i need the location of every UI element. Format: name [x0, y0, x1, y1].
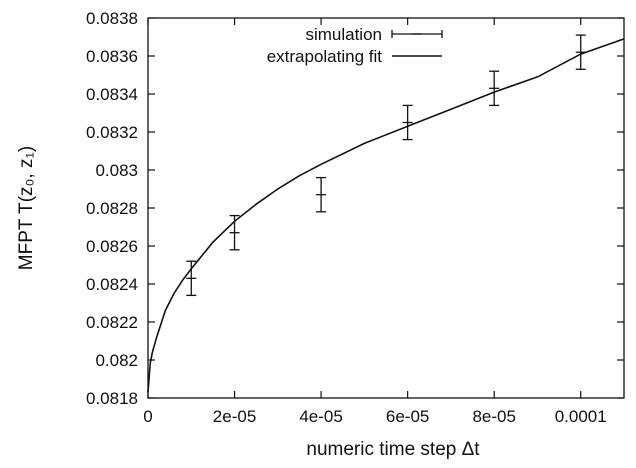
- y-tick-label: 0.0822: [86, 313, 138, 332]
- x-axis-ticks: 0 2e-05 4e-05 6e-05 8e-05 0.0001: [143, 18, 607, 426]
- x-tick-label: 8e-05: [472, 407, 515, 426]
- data-point: [186, 260, 197, 297]
- y-tick-label: 0.0832: [86, 123, 138, 142]
- y-tick-label: 0.0836: [86, 47, 138, 66]
- data-point: [316, 176, 327, 213]
- y-tick-label: 0.0834: [86, 85, 138, 104]
- y-axis-ticks: 0.0818 0.082 0.0822 0.0824 0.0826 0.0828 0.083…: [86, 9, 624, 408]
- x-tick-label: 6e-05: [386, 407, 429, 426]
- x-axis-label: numeric time step Δt: [306, 439, 480, 460]
- x-tick-label: 0.0001: [555, 407, 607, 426]
- legend: simulation extrapolating fit: [267, 25, 443, 66]
- y-axis-label: MFPT T(z₀, z₁): [16, 146, 37, 270]
- x-tick-label: 2e-05: [213, 407, 256, 426]
- data-point: [229, 214, 240, 251]
- y-tick-label: 0.082: [95, 351, 138, 370]
- y-tick-label: 0.0818: [86, 389, 138, 408]
- x-tick-label: 0: [143, 407, 152, 426]
- y-tick-label: 0.0824: [86, 275, 138, 294]
- y-tick-label: 0.083: [95, 161, 138, 180]
- fit-series: [147, 38, 625, 393]
- y-tick-label: 0.0828: [86, 199, 138, 218]
- data-point: [402, 104, 413, 141]
- plot-frame: [147, 17, 625, 399]
- legend-label-fit: extrapolating fit: [267, 47, 383, 66]
- data-point: [575, 34, 586, 70]
- legend-label-simulation: simulation: [305, 25, 382, 44]
- y-tick-label: 0.0826: [86, 237, 138, 256]
- y-tick-label: 0.0838: [86, 9, 138, 28]
- simulation-series: [186, 34, 586, 297]
- x-tick-label: 4e-05: [299, 407, 342, 426]
- legend-marker-simulation: [391, 30, 443, 38]
- fit-curve: [147, 38, 625, 393]
- data-point: [489, 70, 500, 107]
